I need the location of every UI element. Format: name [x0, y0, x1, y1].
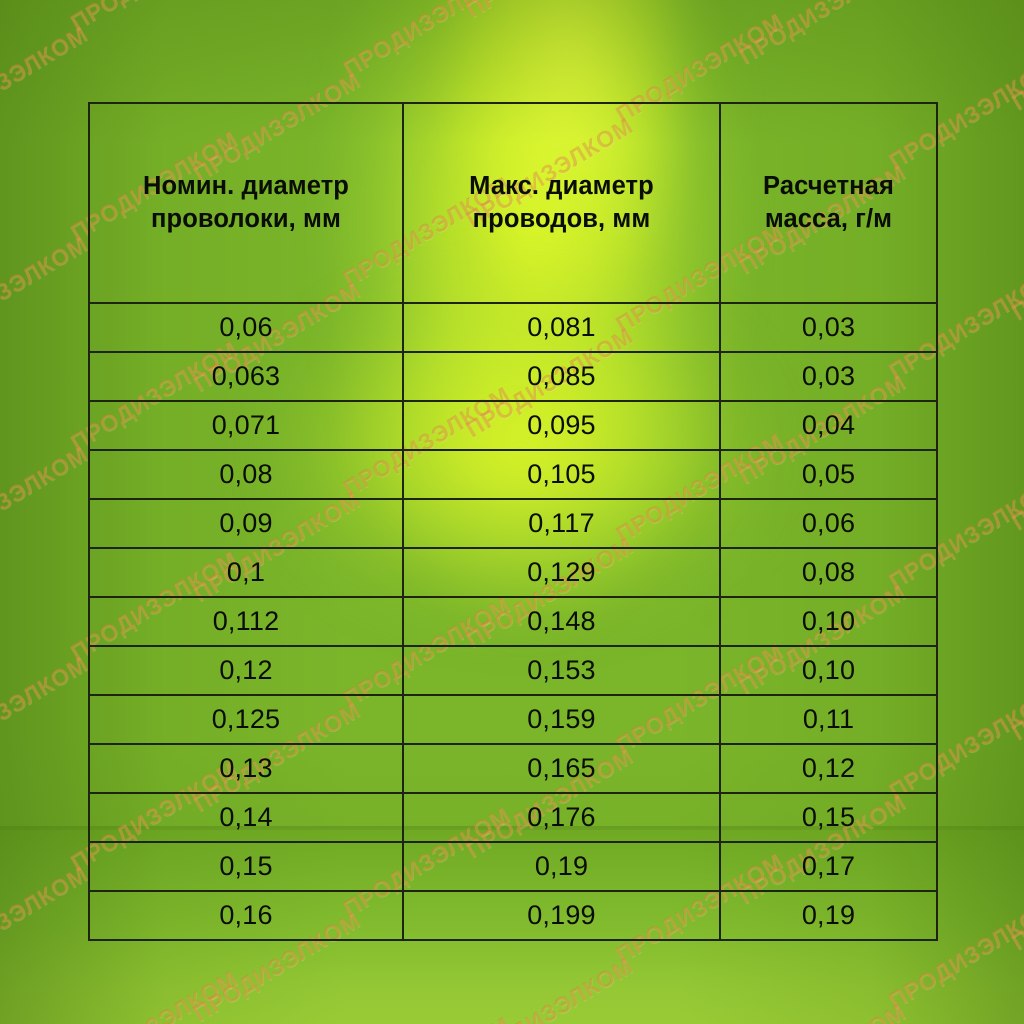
cell-nominal-wire-diameter: 0,112: [88, 596, 404, 647]
cell-max-conductor-diameter: 0,159: [402, 694, 721, 745]
table-body: 0,06 0,081 0,03 0,063 0,085 0,03 0,071 0,095 0,0…: [88, 302, 938, 941]
table-row: 0,12 0,153 0,10: [88, 645, 938, 696]
cell-nominal-wire-diameter: 0,14: [88, 792, 404, 843]
table-header: Номин. диаметр проволоки, мм Макс. диаме…: [88, 102, 938, 304]
cell-calculated-mass: 0,08: [719, 547, 938, 598]
cell-calculated-mass: 0,10: [719, 596, 938, 647]
cell-max-conductor-diameter: 0,105: [402, 449, 721, 500]
table-row: 0,125 0,159 0,11: [88, 694, 938, 745]
cell-nominal-wire-diameter: 0,09: [88, 498, 404, 549]
cell-nominal-wire-diameter: 0,063: [88, 351, 404, 402]
cell-nominal-wire-diameter: 0,12: [88, 645, 404, 696]
table-row: 0,15 0,19 0,17: [88, 841, 938, 892]
column-header-line-1: Расчетная: [763, 171, 894, 200]
cell-calculated-mass: 0,11: [719, 694, 938, 745]
cell-max-conductor-diameter: 0,095: [402, 400, 721, 451]
cell-nominal-wire-diameter: 0,16: [88, 890, 404, 941]
column-header-max-conductor-diameter: Макс. диаметр проводов, мм: [402, 102, 721, 304]
column-header-line-2: проволоки, мм: [151, 205, 341, 233]
cell-max-conductor-diameter: 0,117: [402, 498, 721, 549]
wire-specification-table-container: Номин. диаметр проволоки, мм Макс. диаме…: [88, 102, 938, 941]
column-header-calculated-mass: Расчетная масса, г/м: [719, 102, 938, 304]
table-header-row: Номин. диаметр проволоки, мм Макс. диаме…: [88, 102, 938, 304]
cell-max-conductor-diameter: 0,085: [402, 351, 721, 402]
table-row: 0,06 0,081 0,03: [88, 302, 938, 353]
table-row: 0,071 0,095 0,04: [88, 400, 938, 451]
wire-specification-table: Номин. диаметр проволоки, мм Макс. диаме…: [88, 102, 938, 941]
table-row: 0,112 0,148 0,10: [88, 596, 938, 647]
cell-max-conductor-diameter: 0,148: [402, 596, 721, 647]
table-row: 0,13 0,165 0,12: [88, 743, 938, 794]
cell-calculated-mass: 0,04: [719, 400, 938, 451]
cell-nominal-wire-diameter: 0,06: [88, 302, 404, 353]
column-header-line-2: масса, г/м: [764, 205, 893, 233]
column-header-line-1: Макс. диаметр: [469, 171, 654, 200]
cell-nominal-wire-diameter: 0,08: [88, 449, 404, 500]
table-row: 0,063 0,085 0,03: [88, 351, 938, 402]
column-header-nominal-wire-diameter: Номин. диаметр проволоки, мм: [88, 102, 404, 304]
cell-calculated-mass: 0,12: [719, 743, 938, 794]
cell-nominal-wire-diameter: 0,071: [88, 400, 404, 451]
cell-nominal-wire-diameter: 0,13: [88, 743, 404, 794]
column-header-line-2: проводов, мм: [472, 205, 651, 233]
cell-max-conductor-diameter: 0,176: [402, 792, 721, 843]
cell-max-conductor-diameter: 0,081: [402, 302, 721, 353]
cell-calculated-mass: 0,03: [719, 302, 938, 353]
cell-calculated-mass: 0,10: [719, 645, 938, 696]
column-header-line-1: Номин. диаметр: [143, 171, 349, 200]
cell-calculated-mass: 0,05: [719, 449, 938, 500]
cell-max-conductor-diameter: 0,199: [402, 890, 721, 941]
cell-nominal-wire-diameter: 0,1: [88, 547, 404, 598]
table-row: 0,16 0,199 0,19: [88, 890, 938, 941]
table-row: 0,09 0,117 0,06: [88, 498, 938, 549]
cell-calculated-mass: 0,15: [719, 792, 938, 843]
cell-calculated-mass: 0,19: [719, 890, 938, 941]
table-row: 0,1 0,129 0,08: [88, 547, 938, 598]
cell-nominal-wire-diameter: 0,15: [88, 841, 404, 892]
cell-calculated-mass: 0,03: [719, 351, 938, 402]
cell-max-conductor-diameter: 0,165: [402, 743, 721, 794]
table-row: 0,08 0,105 0,05: [88, 449, 938, 500]
cell-nominal-wire-diameter: 0,125: [88, 694, 404, 745]
cell-max-conductor-diameter: 0,129: [402, 547, 721, 598]
cell-calculated-mass: 0,17: [719, 841, 938, 892]
table-row: 0,14 0,176 0,15: [88, 792, 938, 843]
cell-max-conductor-diameter: 0,153: [402, 645, 721, 696]
cell-max-conductor-diameter: 0,19: [402, 841, 721, 892]
cell-calculated-mass: 0,06: [719, 498, 938, 549]
